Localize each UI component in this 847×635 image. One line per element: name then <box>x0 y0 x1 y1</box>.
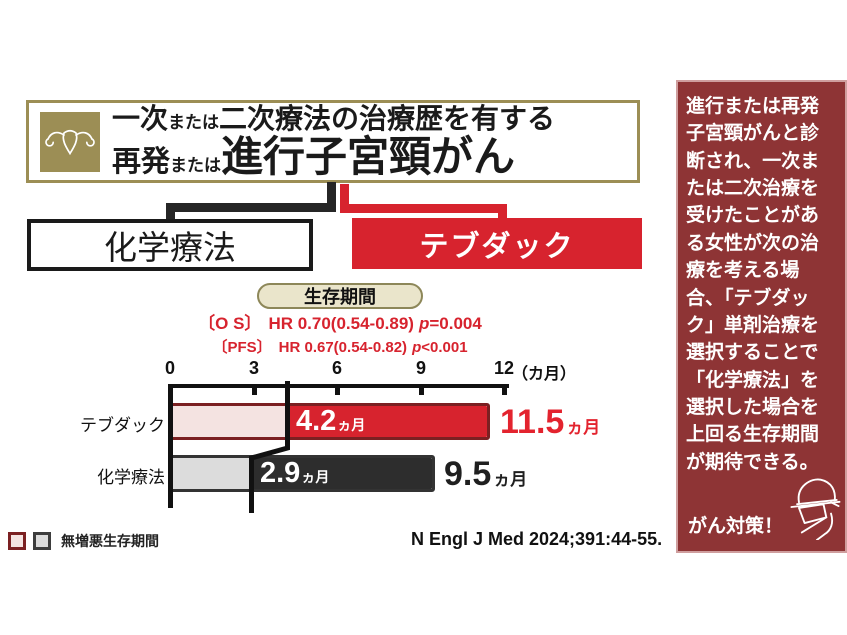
eligibility-line2: 再発または進行子宮頸がん <box>112 133 516 180</box>
pfs-stat-line: 〔PFS〕 HR 0.67(0.54-0.82) p<0.001 <box>212 339 468 356</box>
campaign-label: がん対策！ <box>688 516 784 537</box>
x-tick-label-12: 12 <box>493 358 515 378</box>
connector-red <box>340 204 507 213</box>
tivdak-arm-box: テブダック <box>352 218 642 269</box>
x-tick <box>502 384 507 395</box>
x-tick <box>251 384 257 395</box>
bar-row-label-chemo: 化学療法 <box>97 468 165 487</box>
chemo-arm-box: 化学療法 <box>27 219 313 271</box>
doctor-icon <box>788 474 842 545</box>
legend: 無増悪生存期間 <box>8 531 159 551</box>
commentary-sidebar: 進行または再発子宮頸がんと診断され、一次または二次治療を受けたことがある女性が次… <box>676 80 847 553</box>
tivdak-bar: 4.2 ヵ月 <box>170 403 490 440</box>
legend-swatch-chemo-pfs <box>33 532 51 550</box>
x-tick-label-0: 0 <box>164 358 175 378</box>
commentary-text: 進行または再発子宮頸がんと診断され、一次または二次治療を受けたことがある女性が次… <box>686 96 820 473</box>
tivdak-os-value: 11.5 ヵ月 <box>500 402 601 441</box>
eligibility-text: 一次または二次療法の治療歴を有する 再発または進行子宮頸がん <box>112 105 555 178</box>
hazard-ratio-stats: 〔O S〕 HR 0.70(0.54-0.89) p=0.004 〔PFS〕 HR 0… <box>165 309 515 357</box>
x-axis-unit-label: （カ月） <box>512 366 577 383</box>
x-tick-label-3: 3 <box>248 358 259 378</box>
x-tick <box>168 384 173 395</box>
survival-badge: 生存期間 <box>257 283 423 309</box>
eligibility-line1: 一次または二次療法の治療歴を有する <box>112 103 556 134</box>
bar-row-label-tivdak: テブダック <box>80 416 165 435</box>
chemo-bar: 2.9 ヵ月 <box>170 455 435 492</box>
eligibility-box: 一次または二次療法の治療歴を有する 再発または進行子宮頸がん <box>26 100 640 183</box>
x-tick-label-9: 9 <box>415 358 426 378</box>
citation: N Engl J Med 2024;391:44-55. <box>411 529 663 549</box>
connector-black <box>166 203 336 212</box>
legend-label: 無増悪生存期間 <box>61 533 159 549</box>
connector-red <box>340 184 349 212</box>
chemo-os-segment: 2.9 ヵ月 <box>251 458 432 489</box>
tivdak-os-segment: 4.2 ヵ月 <box>287 406 487 437</box>
uterus-icon <box>40 111 100 172</box>
chemo-arm-label: 化学療法 <box>104 229 236 266</box>
connector-black <box>166 203 175 220</box>
connector-red <box>498 204 507 219</box>
x-tick <box>418 384 424 395</box>
x-tick-label-6: 6 <box>331 358 342 378</box>
x-tick <box>335 384 340 395</box>
tivdak-pfs-value: 4.2 ヵ月 <box>296 405 366 437</box>
y-axis <box>168 384 173 508</box>
tivdak-arm-label: テブダック <box>419 230 575 263</box>
chemo-os-value: 9.5 ヵ月 <box>444 454 528 493</box>
os-stat-line: 〔O S〕 HR 0.70(0.54-0.89) p=0.004 <box>198 314 482 333</box>
chemo-pfs-value: 2.9 ヵ月 <box>260 457 330 489</box>
connector-black <box>327 182 336 210</box>
legend-swatch-tivdak-pfs <box>8 532 26 550</box>
